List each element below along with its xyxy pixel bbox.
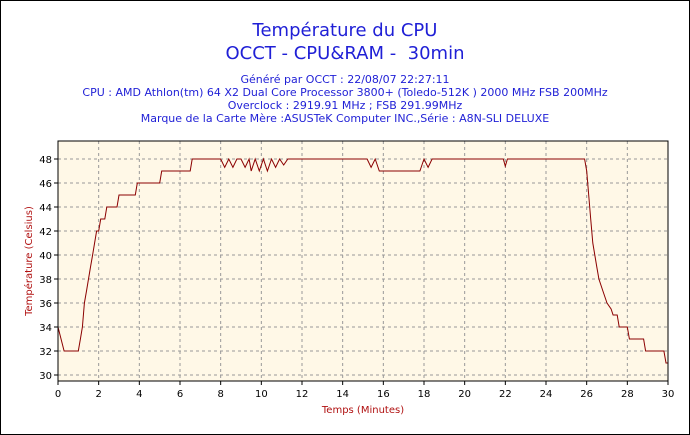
generated-by-line: Généré par OCCT : 22/08/07 22:27:11: [240, 73, 450, 86]
y-axis-label: Température (Celsius): [23, 206, 35, 317]
y-tick-label: 34: [39, 323, 52, 334]
x-tick-label: 20: [458, 389, 471, 400]
y-tick-label: 48: [39, 155, 52, 166]
chart-title: Température du CPU: [252, 20, 438, 41]
x-tick-label: 4: [136, 389, 142, 400]
x-tick-label: 8: [217, 389, 223, 400]
cpu-info-line: CPU : AMD Athlon(tm) 64 X2 Dual Core Pro…: [82, 86, 608, 99]
plot-area: [58, 141, 668, 381]
motherboard-info-line: Marque de la Carte Mère :ASUSTeK Compute…: [140, 112, 550, 125]
x-tick-label: 22: [499, 389, 512, 400]
y-tick-label: 32: [39, 347, 52, 358]
x-tick-label: 18: [418, 389, 431, 400]
x-tick-label: 26: [580, 389, 593, 400]
x-tick-label: 10: [255, 389, 268, 400]
overclock-info-line: Overclock : 2919.91 MHz ; FSB 291.99MHz: [227, 99, 463, 112]
y-tick-label: 36: [39, 299, 52, 310]
y-tick-label: 40: [39, 251, 52, 262]
x-axis-label: Temps (Minutes): [321, 405, 404, 416]
plot-border: [57, 140, 669, 382]
y-tick-label: 42: [39, 227, 52, 238]
x-tick-label: 0: [55, 389, 61, 400]
x-tick-label: 30: [662, 389, 675, 400]
y-tick-label: 30: [39, 371, 52, 382]
x-tick-label: 2: [95, 389, 101, 400]
grid-lines: [58, 141, 668, 381]
y-tick-label: 46: [39, 179, 52, 190]
x-tick-label: 24: [540, 389, 553, 400]
y-tick-label: 38: [39, 275, 52, 286]
temperature-series-line: [57, 157, 668, 364]
x-tick-label: 14: [336, 389, 349, 400]
x-tick-label: 28: [621, 389, 634, 400]
x-tick-label: 6: [177, 389, 183, 400]
chart-subtitle: OCCT - CPU&RAM - 30min: [225, 43, 465, 64]
x-tick-label: 12: [296, 389, 309, 400]
y-tick-label: 44: [39, 203, 52, 214]
x-tick-label: 16: [377, 389, 390, 400]
